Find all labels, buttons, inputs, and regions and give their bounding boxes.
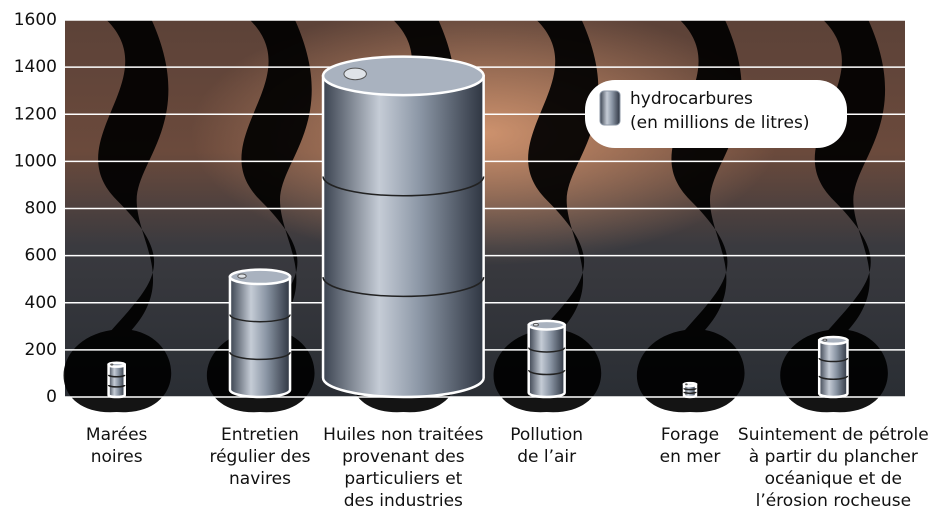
legend-swatch	[600, 91, 620, 125]
barrel-cap	[344, 68, 366, 80]
y-tick-label: 200	[25, 340, 57, 360]
barrel-cap	[238, 274, 246, 278]
barrel-body	[323, 76, 484, 397]
barrel-body	[529, 325, 565, 397]
y-tick-label: 1400	[14, 57, 57, 77]
barrel	[109, 363, 125, 397]
y-tick-label: 1000	[14, 151, 57, 171]
barrel	[230, 270, 290, 397]
barrel-body	[819, 340, 847, 397]
barrel	[819, 337, 847, 397]
barrel	[684, 383, 696, 397]
barrel-cap	[823, 339, 827, 341]
barrel	[529, 321, 565, 397]
barrel-cap	[111, 364, 113, 365]
y-tick-label: 600	[25, 246, 57, 266]
y-tick-label: 1600	[14, 10, 57, 30]
chart: 0 200 400 600 800 1000 1200 1400 1600 Maréesnoire…	[0, 0, 942, 525]
barrel-body	[230, 277, 290, 397]
y-tick-label: 800	[25, 199, 57, 219]
y-tick-label: 400	[25, 293, 57, 313]
barrel-body	[109, 365, 125, 397]
y-tick-label: 0	[46, 387, 57, 407]
barrel	[323, 57, 484, 397]
barrel-cap	[533, 323, 538, 326]
barrel-cap	[686, 384, 688, 385]
y-tick-label: 1200	[14, 104, 57, 124]
